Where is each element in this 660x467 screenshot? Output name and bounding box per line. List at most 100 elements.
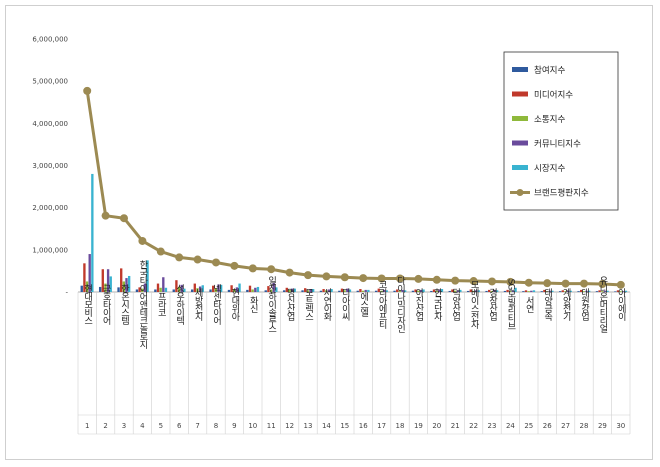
bar-소통지수-21	[453, 290, 457, 292]
bar-참여지수-14	[319, 290, 323, 292]
bar-시장지수-8	[219, 284, 223, 292]
point-브랜드평판지수-17	[377, 274, 386, 283]
bar-미디어지수-21	[451, 289, 454, 292]
category-index: 21	[451, 422, 460, 430]
bar-미디어지수-15	[340, 288, 344, 292]
bar-커뮤니티지수-4	[143, 283, 147, 292]
bar-미디어지수-9	[230, 285, 233, 292]
y-tick-label: 3,000,000	[32, 162, 68, 170]
bar-커뮤니티지수-28	[585, 290, 588, 292]
bar-미디어지수-10	[248, 285, 252, 292]
bar-소통지수-4	[141, 288, 144, 292]
bar-소통지수-19	[417, 290, 420, 292]
legend-label: 참여지수	[534, 65, 565, 76]
brand-index-line	[83, 86, 625, 289]
category-index: 29	[598, 422, 607, 430]
bar-참여지수-28	[577, 291, 580, 292]
bar-소통지수-28	[582, 291, 586, 292]
bar-참여지수-4	[135, 289, 139, 292]
bar-미디어지수-20	[432, 289, 436, 292]
point-브랜드평판지수-21	[451, 276, 460, 285]
category-index: 25	[524, 422, 533, 430]
bar-미디어지수-11	[267, 286, 270, 292]
point-브랜드평판지수-22	[469, 277, 478, 286]
bar-소통지수-22	[472, 290, 475, 292]
bar-커뮤니티지수-17	[382, 289, 386, 292]
bar-시장지수-17	[385, 290, 388, 292]
bar-소통지수-3	[122, 281, 126, 292]
bar-소통지수-9	[233, 289, 236, 292]
category-index: 22	[469, 422, 478, 430]
category-index: 19	[414, 422, 423, 430]
bar-미디어지수-17	[377, 288, 380, 292]
category-index: 12	[285, 422, 294, 430]
bar-소통지수-2	[104, 283, 107, 292]
bar-미디어지수-25	[524, 290, 528, 292]
bar-미디어지수-29	[598, 290, 601, 292]
bar-커뮤니티지수-12	[290, 288, 294, 292]
category-index: 20	[432, 422, 441, 430]
category-label: 태양금속	[542, 288, 552, 322]
category-label: 모트렉스	[303, 288, 313, 320]
bar-미디어지수-24	[506, 289, 509, 292]
point-브랜드평판지수-2	[101, 211, 110, 220]
point-브랜드평판지수-25	[524, 278, 533, 287]
bar-참여지수-30	[614, 291, 617, 292]
bar-커뮤니티지수-11	[272, 282, 275, 292]
bar-커뮤니티지수-24	[511, 290, 515, 292]
bar-커뮤니티지수-25	[530, 290, 533, 292]
bar-커뮤니티지수-23	[493, 290, 496, 292]
bar-시장지수-7	[201, 285, 204, 292]
point-브랜드평판지수-9	[230, 261, 239, 270]
bar-소통지수-5	[159, 287, 162, 292]
bar-소통지수-1	[85, 281, 89, 292]
bar-커뮤니티지수-14	[327, 289, 331, 292]
point-브랜드평판지수-30	[616, 280, 625, 289]
chart-frame: - 1,000,000 2,000,000 3,000,000 4,000,000 5,0…	[5, 5, 653, 460]
bar-커뮤니티지수-16	[364, 289, 367, 292]
x-axis-labels: 현대모비스 1 금호타이어 2 한온시스템 3 한국타이어앤테크놀로지 4 프라코 5 성우하이텍 6…	[82, 260, 626, 430]
category-label: 계양전기	[561, 287, 571, 322]
legend-swatch	[512, 116, 528, 121]
category-label: 아이에이	[616, 288, 626, 322]
point-브랜드평판지수-13	[304, 271, 312, 280]
bar-시장지수-2	[109, 276, 112, 292]
brand-reputation-chart: - 1,000,000 2,000,000 3,000,000 4,000,000 5,0…	[32, 36, 631, 435]
bar-미디어지수-13	[304, 288, 307, 292]
bar-커뮤니티지수-6	[180, 284, 183, 292]
bar-커뮤니티지수-21	[456, 290, 459, 292]
bars	[80, 173, 628, 292]
bar-소통지수-25	[527, 291, 530, 292]
category-label: 성우하이텍	[174, 284, 184, 326]
category-index: 1	[85, 422, 89, 430]
bar-커뮤니티지수-27	[566, 290, 570, 292]
point-브랜드평판지수-28	[580, 279, 588, 288]
bar-참여지수-11	[264, 290, 267, 292]
category-index: 26	[543, 422, 552, 430]
category-label: 코리아에프티	[377, 280, 387, 330]
bar-커뮤니티지수-15	[346, 288, 349, 292]
bar-커뮤니티지수-20	[438, 289, 441, 292]
category-label: 넥센타이어	[211, 284, 221, 326]
bar-소통지수-23	[490, 290, 494, 292]
point-브랜드평판지수-7	[193, 255, 202, 264]
bar-시장지수-12	[293, 288, 296, 292]
bar-시장지수-3	[127, 275, 131, 292]
bar-시장지수-5	[164, 287, 168, 292]
category-label: 현대위아	[229, 288, 239, 322]
bar-시장지수-13	[311, 289, 315, 292]
bar-참여지수-13	[301, 290, 304, 292]
category-index: 4	[140, 422, 145, 430]
bar-참여지수-16	[356, 290, 359, 292]
bar-커뮤니티지수-13	[309, 289, 312, 292]
bar-시장지수-21	[459, 289, 462, 292]
bar-소통지수-12	[288, 289, 291, 292]
category-index: 2	[103, 422, 107, 430]
category-index: 16	[359, 422, 368, 430]
bar-시장지수-9	[238, 283, 241, 292]
category-label: 덕양산업	[450, 288, 460, 321]
point-브랜드평판지수-4	[138, 236, 147, 245]
point-브랜드평판지수-29	[598, 279, 607, 288]
bar-미디어지수-30	[616, 290, 620, 292]
